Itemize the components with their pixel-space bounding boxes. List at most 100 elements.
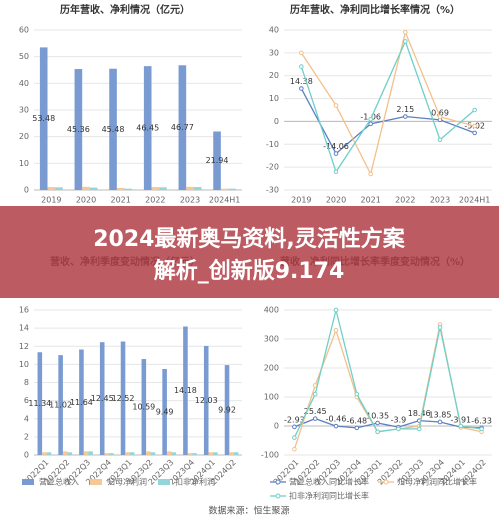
bar <box>171 452 177 455</box>
point <box>333 307 339 313</box>
point <box>472 107 477 113</box>
point <box>403 114 408 119</box>
bar <box>208 452 214 455</box>
data-label: 11.34 <box>28 399 51 408</box>
point <box>416 426 422 432</box>
bar <box>150 452 156 455</box>
y-tick-label: -20 <box>266 163 279 172</box>
data-label: 10.35 <box>366 411 389 420</box>
y-tick-label: 30 <box>269 48 279 57</box>
x-tick-label: 2023 <box>430 196 450 205</box>
point <box>368 116 373 122</box>
legend-swatch <box>90 479 102 485</box>
bar <box>187 453 193 455</box>
bar <box>42 452 47 455</box>
point <box>472 130 477 136</box>
x-tick-label: 2024H1 <box>209 196 240 205</box>
legend-swatch <box>275 493 281 499</box>
data-label: 11.02 <box>49 401 72 410</box>
y-tick-label: 50 <box>19 52 29 61</box>
data-label: -6.33 <box>471 416 492 425</box>
y-tick-label: 60 <box>19 26 29 35</box>
bar <box>186 186 194 190</box>
data-label: 9.49 <box>156 407 174 416</box>
data-label: 12.03 <box>195 396 218 405</box>
y-tick-label: 30 <box>19 106 29 115</box>
y-tick-label: -10 <box>266 140 279 149</box>
bar <box>224 365 230 455</box>
data-label: 14.38 <box>290 77 313 86</box>
data-label: 2.15 <box>396 105 414 114</box>
bar <box>233 452 239 455</box>
y-tick-label: 8 <box>24 378 29 387</box>
point <box>375 429 380 435</box>
y-tick-label: -100 <box>261 451 279 460</box>
bar <box>129 452 135 455</box>
data-label: 46.45 <box>136 124 159 133</box>
data-label: -3.9 <box>391 416 407 425</box>
line <box>293 309 482 438</box>
y-tick-label: 100 <box>264 393 279 402</box>
data-label: 10.59 <box>132 403 155 412</box>
y-tick-label: 20 <box>19 132 29 141</box>
bar <box>39 47 48 191</box>
bar <box>193 187 202 190</box>
x-tick-label: 2020 <box>76 196 96 205</box>
bar <box>183 326 188 455</box>
legend-label: 归母净利润 <box>107 477 147 487</box>
legend-label: 归母净利润同比增长率 <box>397 477 477 487</box>
data-label: 45.48 <box>102 125 125 134</box>
y-tick-label: 16 <box>19 306 29 315</box>
bar <box>162 368 167 455</box>
bar <box>74 69 83 190</box>
bar <box>192 453 197 455</box>
data-label: 21.94 <box>206 156 229 165</box>
data-label: 18.46 <box>408 409 431 418</box>
y-tick-label: 10 <box>269 94 279 103</box>
data-label: 0.69 <box>431 108 449 117</box>
y-tick-label: 0 <box>274 117 279 126</box>
bar <box>58 355 63 455</box>
point <box>333 169 339 175</box>
bar <box>220 188 229 190</box>
legend-label: 营业总收入同比增长率 <box>289 477 369 487</box>
x-tick-label: 2021 <box>360 196 380 205</box>
line <box>294 417 482 429</box>
bar <box>109 68 117 190</box>
point <box>375 420 380 426</box>
y-tick-label: 0 <box>24 451 29 460</box>
bar <box>55 187 63 190</box>
bar <box>82 186 90 190</box>
source-note: 数据来源：恒生聚源 <box>208 505 289 517</box>
bar <box>228 188 237 190</box>
bar <box>89 187 98 190</box>
data-label: -3.91 <box>450 416 471 425</box>
bar <box>125 452 130 455</box>
point <box>292 446 297 452</box>
point <box>299 86 304 91</box>
point <box>354 425 360 431</box>
point <box>437 325 443 330</box>
data-label: 45.36 <box>67 125 90 134</box>
banner-background <box>0 206 499 298</box>
legend-label: 扣非净利润同比增长率 <box>289 491 369 501</box>
point <box>333 328 339 333</box>
bar <box>203 345 209 455</box>
x-tick-label: 2021 <box>110 196 130 205</box>
bar <box>120 341 126 455</box>
x-tick-label: 2023 <box>180 196 200 205</box>
point <box>437 137 443 143</box>
point <box>292 435 297 440</box>
point <box>437 114 443 120</box>
point <box>333 423 339 429</box>
point <box>479 426 484 432</box>
y-tick-label: 10 <box>19 360 29 369</box>
y-tick-label: 6 <box>24 396 29 405</box>
point <box>403 39 408 44</box>
data-label: 14.18 <box>174 386 197 395</box>
banner-line: 解析_创新版9.174 <box>154 258 345 284</box>
bar <box>146 451 151 455</box>
y-tick-label: 14 <box>19 324 29 333</box>
bar <box>213 452 218 455</box>
bar <box>151 187 160 190</box>
